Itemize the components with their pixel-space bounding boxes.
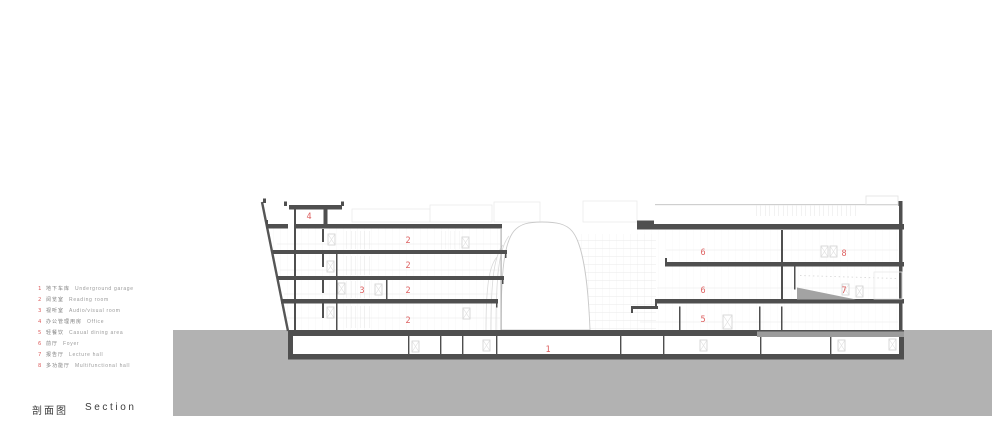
room-label-5: 5 bbox=[700, 314, 706, 325]
drawing-title-zh: 剖面图 bbox=[32, 406, 68, 417]
legend-item-zh: 多功能厅 bbox=[46, 363, 71, 369]
legend-item-en: Underground garage bbox=[75, 285, 134, 292]
legend-item-zh: 报告厅 bbox=[46, 352, 65, 358]
room-label-1: 1 bbox=[545, 344, 551, 355]
left-building bbox=[260, 198, 507, 332]
basement-door bbox=[411, 340, 420, 353]
column bbox=[294, 228, 296, 331]
legend-item-en: Office bbox=[87, 318, 105, 325]
legend-item-zh: 阅览室 bbox=[46, 297, 65, 303]
room-label-6: 6 bbox=[700, 247, 706, 258]
legend: 1 地下车库 Underground garage 2 阅览室 Reading room 3… bbox=[38, 283, 134, 371]
right-building bbox=[631, 195, 904, 359]
legend-item: 3 视听室 Audio/visual room bbox=[38, 305, 134, 316]
atrium-dome-outline bbox=[500, 221, 591, 331]
penthouse-roof bbox=[289, 205, 342, 210]
room-label-2: 2 bbox=[405, 315, 411, 326]
basement-door bbox=[837, 339, 846, 352]
drawing-title: 剖面图 Section bbox=[32, 402, 137, 417]
room-label-2: 2 bbox=[405, 260, 411, 271]
legend-item-en: Casual dining area bbox=[69, 329, 124, 336]
legend-item-en: Lecture hall bbox=[69, 351, 104, 358]
legend-item: 6 前厅 Foyer bbox=[38, 338, 134, 349]
basement-interior bbox=[293, 336, 899, 354]
room-label-3: 3 bbox=[359, 285, 365, 296]
interior-wall bbox=[781, 266, 783, 300]
legend-item-en: Foyer bbox=[63, 340, 80, 347]
interior-wall bbox=[781, 230, 783, 263]
drawing-title-en: Section bbox=[85, 402, 137, 413]
floor-slab bbox=[655, 299, 904, 304]
legend-item-zh: 办公管理用房 bbox=[46, 319, 83, 325]
legend-item-num: 2 bbox=[38, 296, 42, 303]
basement-door bbox=[482, 339, 491, 352]
legend-item-num: 4 bbox=[38, 318, 42, 325]
left-window-hatches bbox=[346, 231, 462, 328]
basement-partitions bbox=[408, 336, 832, 354]
room-label-8: 8 bbox=[841, 248, 847, 259]
raked-floor bbox=[797, 287, 856, 300]
parapet-line bbox=[655, 204, 901, 206]
right-exterior-wall bbox=[899, 205, 903, 359]
seat-row-line bbox=[799, 275, 898, 279]
legend-item-zh: 视听室 bbox=[46, 308, 65, 314]
column bbox=[679, 306, 681, 331]
legend-item-num: 8 bbox=[38, 362, 42, 369]
room-label-2: 2 bbox=[405, 235, 411, 246]
parapet-hatch bbox=[756, 205, 856, 216]
floor-slab bbox=[665, 262, 904, 267]
floor-slab bbox=[281, 299, 498, 304]
room-partition bbox=[386, 280, 388, 299]
basement-level bbox=[288, 330, 904, 360]
legend-item: 7 报告厅 Lecture hall bbox=[38, 349, 134, 360]
legend-item-num: 3 bbox=[38, 307, 42, 314]
legend-item: 2 阅览室 Reading room bbox=[38, 294, 134, 305]
legend-item: 4 办公管理用房 Office bbox=[38, 316, 134, 327]
room-label-6: 6 bbox=[700, 285, 706, 296]
floor-slab bbox=[277, 276, 504, 280]
interior-wall bbox=[336, 254, 338, 330]
basement-door bbox=[699, 339, 708, 352]
legend-item-num: 7 bbox=[38, 351, 42, 358]
floor-slab bbox=[273, 250, 507, 254]
legend-item-en: Multifunctional hall bbox=[75, 362, 131, 369]
room-label-4: 4 bbox=[306, 211, 312, 222]
legend-item-num: 6 bbox=[38, 340, 42, 347]
legend-item: 8 多功能厅 Multifunctional hall bbox=[38, 360, 134, 371]
atrium-dome bbox=[485, 221, 656, 331]
lecture-hall-seating bbox=[797, 275, 898, 300]
legend-item: 1 地下车库 Underground garage bbox=[38, 283, 134, 294]
column bbox=[759, 306, 761, 331]
legend-item-en: Reading room bbox=[69, 296, 109, 303]
legend-item-zh: 轻餐饮 bbox=[46, 330, 65, 336]
legend-item: 5 轻餐饮 Casual dining area bbox=[38, 327, 134, 338]
room-label-2: 2 bbox=[405, 285, 411, 296]
legend-item-zh: 前厅 bbox=[46, 341, 59, 347]
legend-item-num: 1 bbox=[38, 285, 42, 292]
basement-door bbox=[888, 338, 897, 351]
right-roof-slab bbox=[637, 224, 904, 230]
legend-item-en: Audio/visual room bbox=[69, 307, 121, 314]
legend-item-zh: 地下车库 bbox=[46, 286, 71, 292]
legend-item-num: 5 bbox=[38, 329, 42, 336]
room-label-7: 7 bbox=[841, 285, 847, 296]
column bbox=[781, 306, 783, 331]
left-roof-slab bbox=[294, 224, 502, 229]
